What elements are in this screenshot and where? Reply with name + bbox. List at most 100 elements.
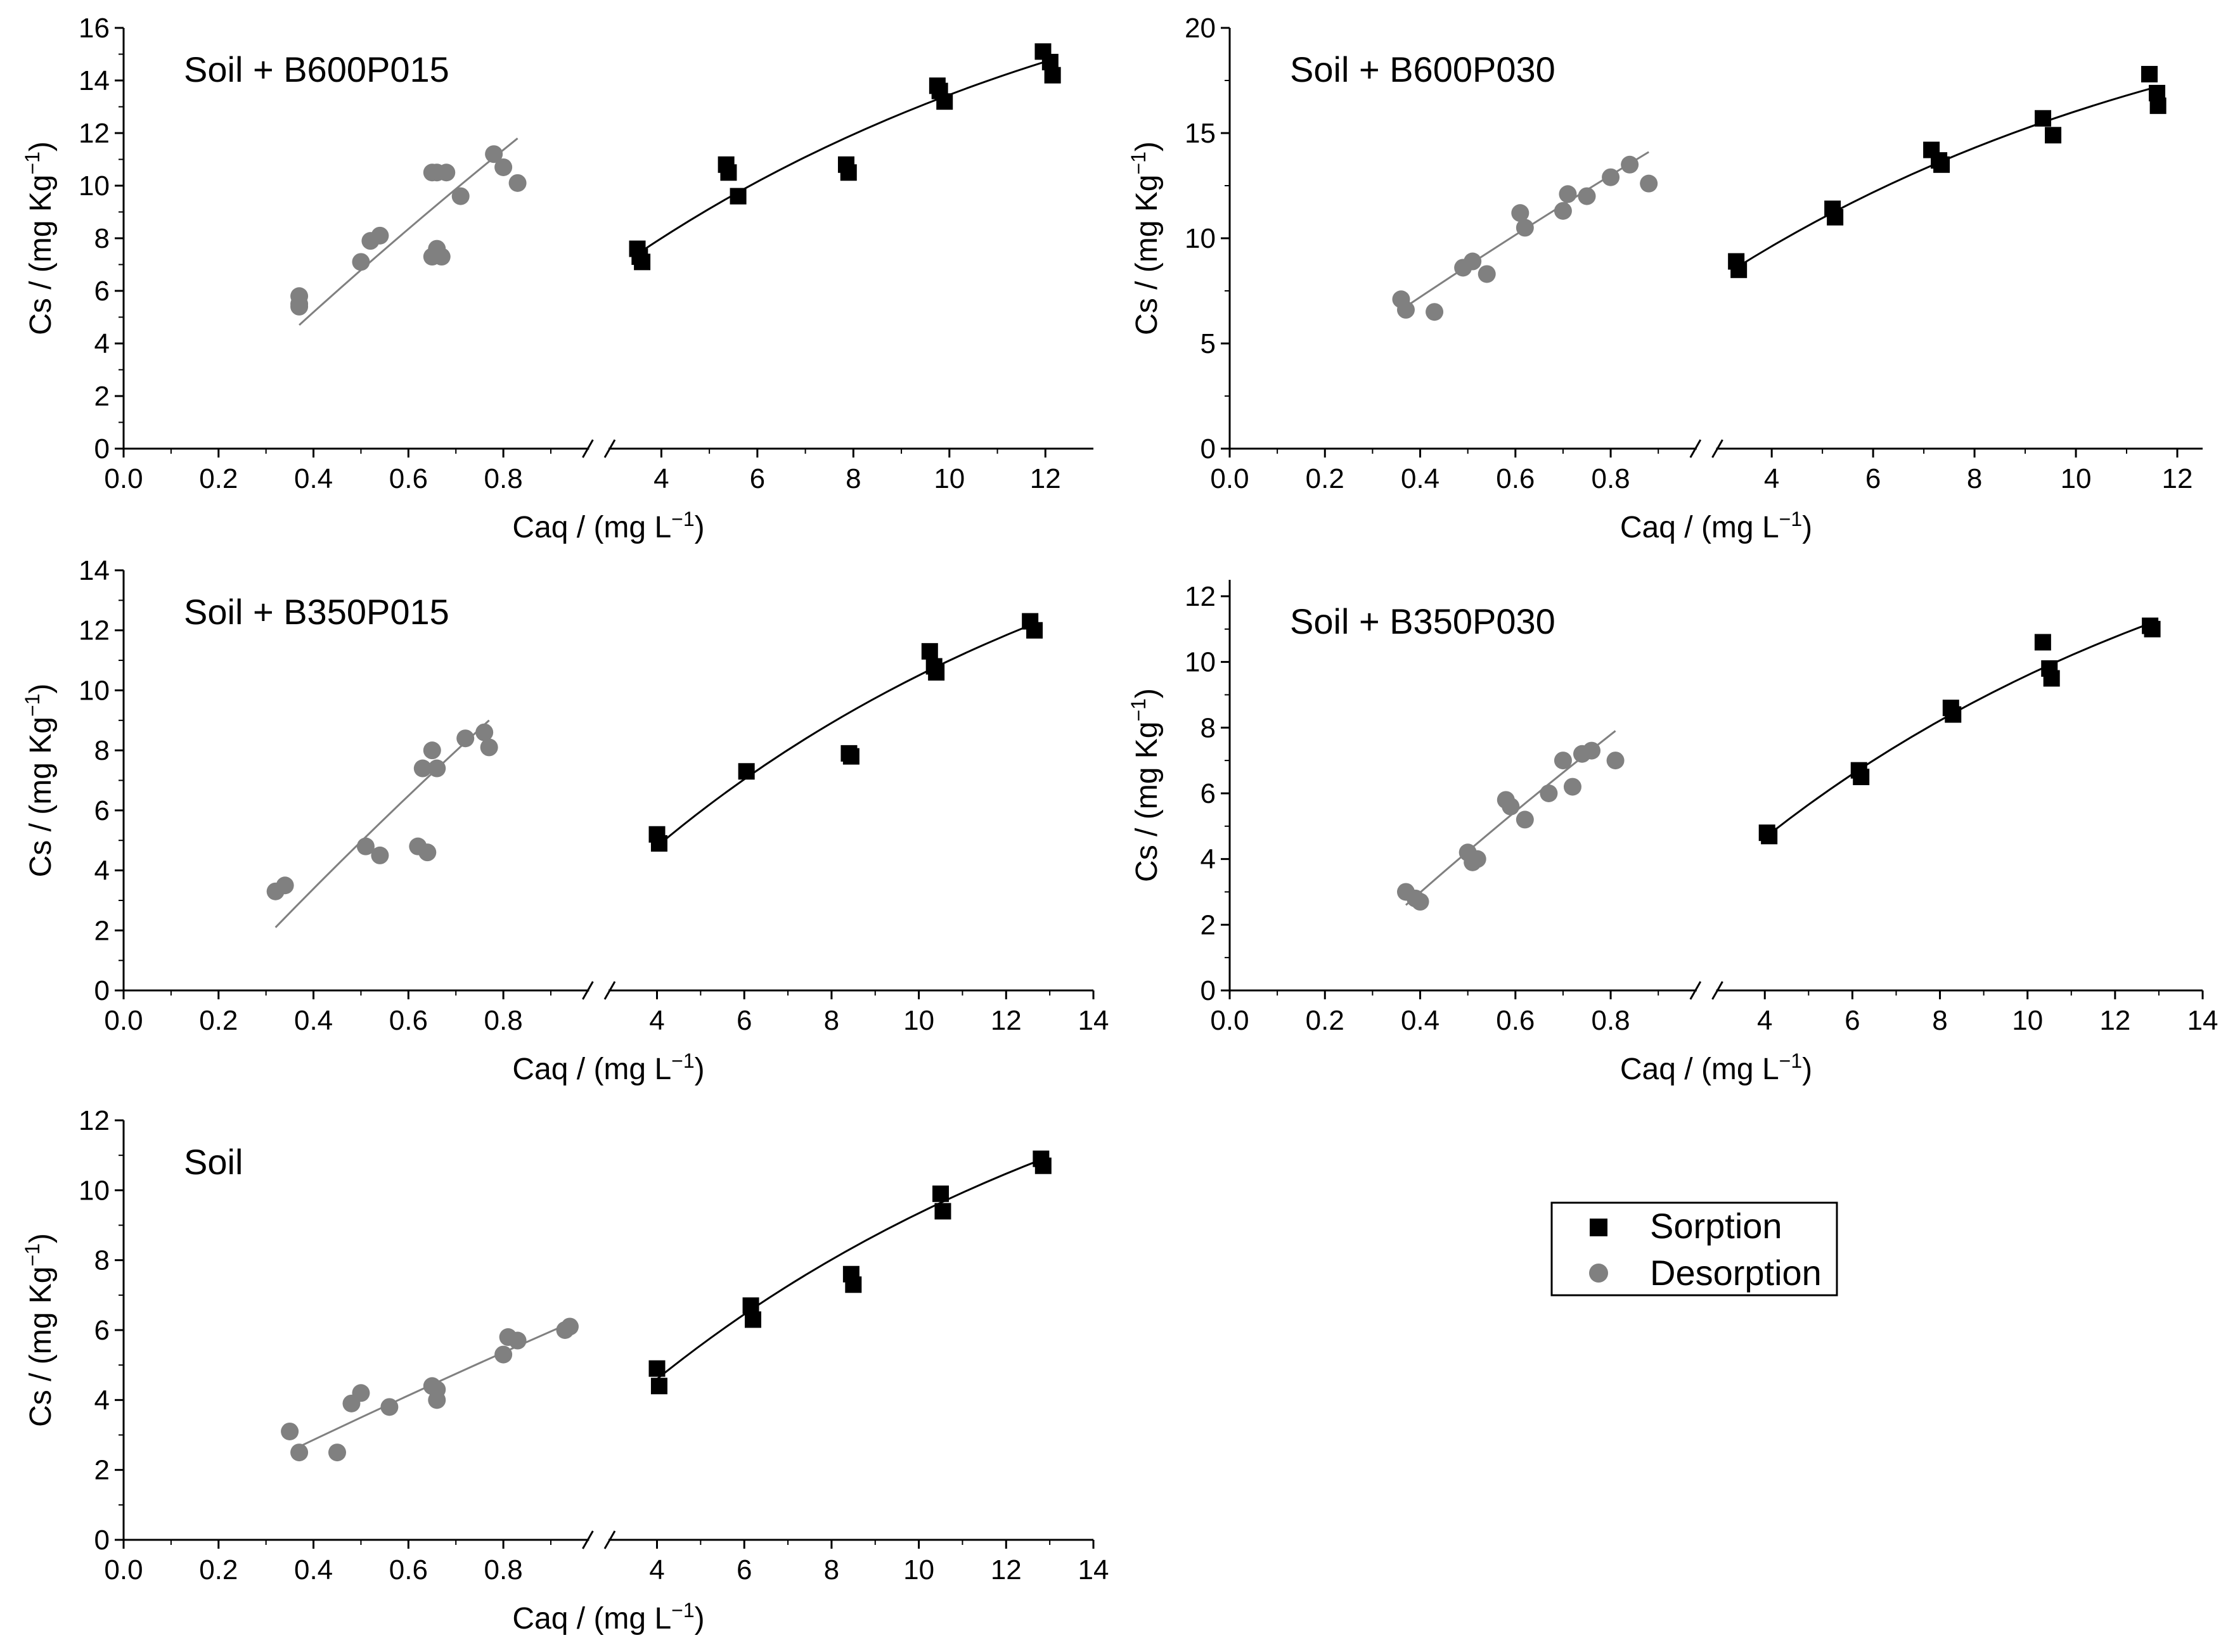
sorption-fit-line [656,623,1033,847]
desorption-point [413,759,432,778]
y-tick-label: 12 [79,118,110,149]
desorption-point [1516,219,1534,237]
x-tick-label: 0.2 [1306,1005,1344,1036]
sorption-point [934,1203,951,1220]
desorption-point [1516,810,1534,829]
y-tick-label: 4 [1201,844,1216,875]
desorption-point [428,759,446,778]
desorption-point [1554,202,1572,220]
legend-sorption-label: Sorption [1650,1206,1782,1246]
y-tick-label: 0 [94,975,110,1006]
x-axis-title: Caq / (mg L−1) [512,508,704,544]
chart-panel-1: 0 2 4 6 8 10 12 14 16 0.0 0.2 0.4 0.6 0.8 4 6 8 10 12 Caq /… [21,13,1093,544]
y-tick-label: 16 [79,13,110,44]
sorption-point [650,1378,667,1395]
x-axis-title: Caq / (mg L−1) [512,1049,704,1086]
sorption-point [2045,127,2062,144]
y-tick-label: 4 [94,328,110,359]
sorption-point [842,748,860,765]
x-tick-label: 0.0 [104,1005,143,1036]
y-tick-label: 2 [1201,909,1216,940]
desorption-point [1578,187,1596,205]
desorption-point [1511,204,1529,222]
desorption-point [276,876,294,895]
x-tick-label: 0.0 [1210,463,1249,494]
panels: 0 2 4 6 8 10 12 14 16 0.0 0.2 0.4 0.6 0.8 4 6 8 10 12 Caq /… [21,13,2218,1636]
y-axis-title: Cs / (mg Kg−1) [1127,688,1164,882]
desorption-point [423,741,441,760]
x-tick-label: 4 [649,1554,664,1585]
sorption-point [2035,110,2052,127]
y-tick-label: 5 [1201,328,1216,359]
sorption-point [936,93,953,110]
y-tick-label: 0 [1201,433,1216,464]
y-axis-title: Cs / (mg Kg−1) [21,684,58,878]
y-axis-title-superscript: −1 [21,1243,44,1266]
y-tick-label: 15 [1185,118,1216,149]
x-tick-label: 6 [1865,463,1881,494]
x-tick-label: 0.6 [1496,1005,1535,1036]
axis-break-mark [1711,981,1723,1000]
axis-break-mark [603,1530,616,1549]
desorption-point [508,174,527,192]
desorption-point [480,738,498,757]
axis-break-mark [603,439,616,458]
y-tick-label: 14 [79,65,110,96]
desorption-point [371,226,389,245]
desorption-point [428,1391,446,1409]
sorption-point [738,763,755,780]
x-tick-label: 8 [1967,463,1982,494]
x-tick-label: 0.4 [294,1005,333,1036]
x-tick-label: 0.4 [294,463,333,494]
y-tick-label: 0 [94,433,110,464]
desorption-point [560,1317,579,1336]
x-tick-label: 10 [903,1554,934,1585]
x-tick-label: 6 [750,463,765,494]
y-tick-label: 4 [94,855,110,887]
x-tick-label: 0.4 [1401,1005,1439,1036]
y-tick-label: 8 [1201,712,1216,743]
desorption-point [1554,752,1572,770]
desorption-point [281,1422,299,1440]
desorption-point [494,1345,513,1364]
panel-title: Soil [184,1142,243,1182]
x-tick-label: 0.8 [1591,1005,1630,1036]
panel-title: Soil + B350P015 [184,592,449,632]
y-tick-label: 8 [94,223,110,254]
x-tick-label: 14 [1078,1554,1109,1585]
x-tick-label: 0.0 [1210,1005,1249,1036]
desorption-point [1502,797,1520,816]
y-axis-title-superscript: −1 [1127,698,1150,721]
y-tick-label: 12 [79,1105,110,1136]
y-axis-title: Cs / (mg Kg−1) [21,1233,58,1427]
sorption-point [2141,66,2158,83]
desorption-fit-line [299,138,518,326]
desorption-point [1602,168,1620,186]
sorption-point [648,1360,666,1377]
x-tick-label: 12 [2162,463,2193,494]
y-tick-label: 2 [94,1455,110,1486]
x-tick-label: 14 [2187,1005,2218,1036]
y-axis-title-superscript: −1 [21,694,44,717]
sorption-point [1730,261,1748,278]
x-axis-title-superscript: −1 [1779,1049,1802,1072]
x-tick-label: 0.8 [1591,463,1630,494]
y-axis-title-superscript: −1 [1127,151,1150,174]
sorption-point [1026,622,1043,639]
chart-panel-4: 0 2 4 6 8 10 12 0.0 0.2 0.4 0.6 0.8 4 6 8 10 12 14 Caq / (… [1127,580,2218,1086]
x-axis-title-superscript: −1 [671,1049,694,1072]
axis-break-mark [603,981,616,1000]
x-tick-label: 0.2 [199,1554,238,1585]
panel-title: Soil + B600P015 [184,49,449,89]
x-tick-label: 0.6 [389,1005,428,1036]
x-tick-label: 0.2 [1306,463,1344,494]
x-tick-label: 6 [737,1005,752,1036]
x-tick-label: 0.2 [199,1005,238,1036]
y-tick-label: 10 [79,675,110,706]
desorption-point [1464,252,1482,271]
chart-panel-3: 0 2 4 6 8 10 12 14 0.0 0.2 0.4 0.6 0.8 4 6 8 10 12 14 Caq /… [21,555,1109,1086]
x-axis-title: Caq / (mg L−1) [1620,1049,1812,1086]
axis-break-mark [582,439,594,458]
y-tick-label: 20 [1185,13,1216,44]
x-tick-label: 8 [824,1554,839,1585]
